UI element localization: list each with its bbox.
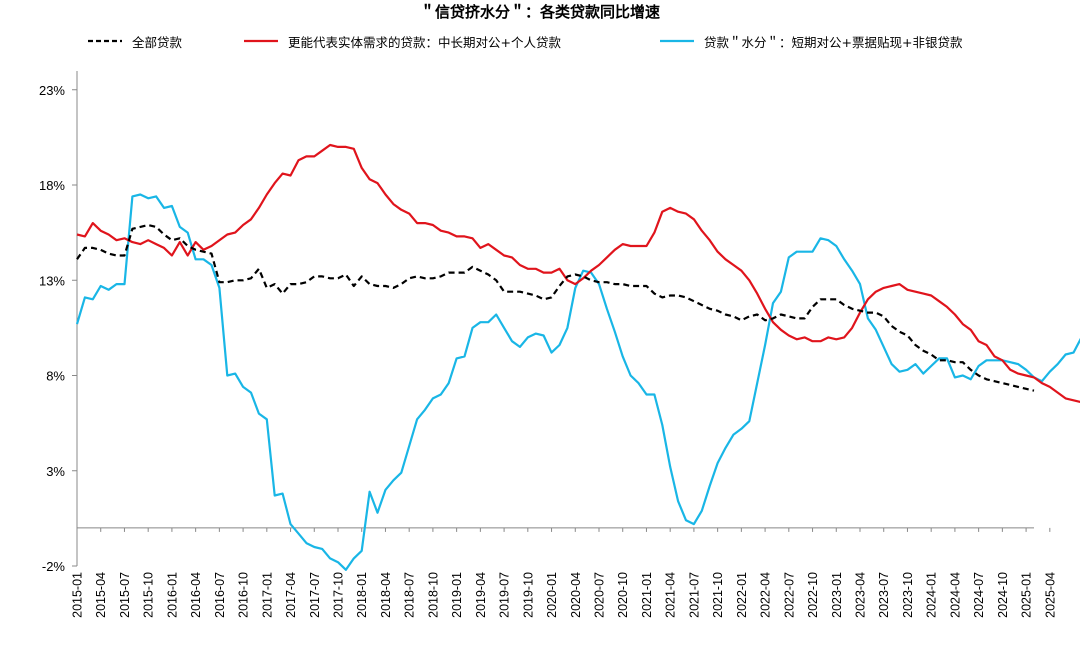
x-tick-label: 2024-07 — [972, 572, 986, 618]
x-tick-label: 2022-10 — [806, 572, 820, 618]
x-tick-label: 2025-04 — [1043, 572, 1057, 618]
x-tick-label: 2019-10 — [521, 572, 535, 618]
series-line-1 — [76, 143, 1080, 403]
x-tick-label: 2017-10 — [332, 572, 346, 618]
x-tick-label: 2015-01 — [71, 572, 85, 618]
legend-swatch-red — [244, 39, 278, 43]
y-tick-label: 18% — [39, 178, 65, 193]
x-tick-label: 2016-07 — [213, 572, 227, 618]
x-tick-label: 2021-10 — [711, 572, 725, 618]
x-tick-label: 2021-07 — [687, 572, 701, 618]
y-tick-label: 13% — [39, 273, 65, 288]
x-tick-label: 2023-01 — [830, 572, 844, 618]
chart-title: ＂信贷挤水分＂：各类贷款同比增速 — [419, 3, 660, 21]
x-tick-label: 2016-10 — [237, 572, 251, 618]
x-tick-label: 2024-04 — [948, 572, 962, 618]
x-tick-label: 2020-04 — [569, 572, 583, 618]
series-line-0 — [76, 223, 1035, 392]
y-tick-label: -2% — [42, 559, 66, 574]
x-tick-label: 2016-04 — [189, 572, 203, 618]
x-tick-label: 2023-07 — [877, 572, 891, 618]
x-tick-label: 2018-04 — [379, 572, 393, 618]
x-tick-label: 2019-01 — [450, 572, 464, 618]
legend-item-all-loans: 全部贷款 — [88, 31, 182, 51]
x-tick-label: 2024-01 — [925, 572, 939, 618]
x-tick-label: 2022-01 — [735, 572, 749, 618]
x-tick-label: 2021-01 — [640, 572, 654, 618]
x-tick-label: 2020-07 — [593, 572, 607, 618]
x-tick-label: 2017-04 — [284, 572, 298, 618]
x-tick-label: 2020-10 — [616, 572, 630, 618]
series-line-2 — [75, 193, 1080, 571]
legend-label: 贷款＂水分＂：短期对公+票据贴现+非银贷款 — [704, 34, 963, 50]
x-tick-label: 2023-04 — [854, 572, 868, 618]
legend-item-real-demand-loans: 更能代表实体需求的贷款：中长期对公+个人贷款 — [244, 31, 561, 51]
y-tick-label: 3% — [46, 464, 65, 479]
legend: 全部贷款 更能代表实体需求的贷款：中长期对公+个人贷款 贷款＂水分＂：短期对公+… — [0, 31, 1080, 51]
x-tick-label: 2015-07 — [118, 572, 132, 618]
y-tick-label: 8% — [46, 369, 65, 384]
legend-item-water-loans: 贷款＂水分＂：短期对公+票据贴现+非银贷款 — [660, 31, 962, 51]
y-tick-label: 23% — [39, 83, 65, 98]
x-tick-label: 2018-07 — [403, 572, 417, 618]
x-tick-label: 2015-10 — [142, 572, 156, 618]
x-tick-label: 2024-10 — [996, 572, 1010, 618]
x-tick-label: 2025-01 — [1020, 572, 1034, 618]
x-tick-label: 2022-07 — [782, 572, 796, 618]
x-tick-label: 2019-07 — [498, 572, 512, 618]
legend-label: 全部贷款 — [132, 34, 183, 50]
x-tick-label: 2016-01 — [165, 572, 179, 618]
x-tick-label: 2017-01 — [260, 572, 274, 618]
x-tick-label: 2023-10 — [901, 572, 915, 618]
x-tick-label: 2021-04 — [664, 572, 678, 618]
x-tick-label: 2018-10 — [426, 572, 440, 618]
x-tick-label: 2022-04 — [759, 572, 773, 618]
x-tick-label: 2018-01 — [355, 572, 369, 618]
x-tick-label: 2019-04 — [474, 572, 488, 618]
x-tick-label: 2015-04 — [94, 572, 108, 618]
legend-swatch-blue — [660, 39, 694, 43]
x-tick-label: 2017-07 — [308, 572, 322, 618]
legend-swatch-dashed — [88, 39, 122, 43]
legend-label: 更能代表实体需求的贷款：中长期对公+个人贷款 — [288, 34, 561, 50]
x-tick-label: 2020-01 — [545, 572, 559, 618]
